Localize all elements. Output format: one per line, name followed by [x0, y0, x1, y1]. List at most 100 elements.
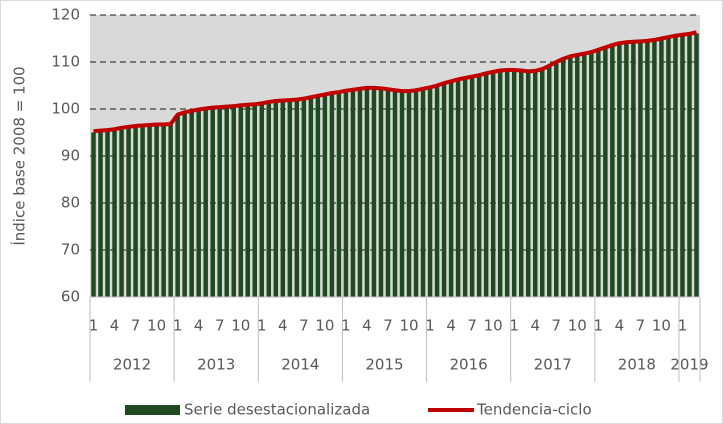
- x-tick-label: 1: [89, 317, 99, 335]
- bar: [203, 109, 208, 297]
- bar: [504, 70, 510, 298]
- bar: [441, 84, 447, 297]
- bar: [392, 91, 398, 297]
- bar: [575, 55, 580, 297]
- bar: [687, 34, 692, 298]
- bar: [91, 132, 96, 297]
- x-tick-label: 1: [594, 317, 604, 335]
- bar: [638, 42, 643, 298]
- bar: [308, 98, 314, 297]
- y-axis-label: Índice base 2008 = 100: [10, 66, 29, 245]
- year-label: 2012: [113, 356, 151, 374]
- x-tick-label: 10: [399, 317, 418, 335]
- x-tick-label: 1: [173, 317, 183, 335]
- bar: [596, 50, 601, 297]
- bar: [462, 78, 468, 297]
- bar: [420, 89, 426, 297]
- year-label: 2018: [618, 356, 656, 374]
- x-tick-label: 1: [257, 317, 267, 335]
- bar: [518, 71, 524, 298]
- bar: [357, 89, 363, 297]
- bar: [224, 107, 229, 297]
- x-tick-label: 1: [678, 317, 688, 335]
- bar: [343, 91, 349, 297]
- x-tick-label: 10: [568, 317, 587, 335]
- bar: [112, 129, 117, 297]
- bar: [490, 72, 496, 297]
- year-label: 2019: [670, 356, 708, 374]
- bar: [231, 107, 236, 298]
- bar: [336, 93, 342, 298]
- bar: [483, 74, 489, 297]
- bar: [448, 82, 454, 298]
- bar: [659, 39, 664, 297]
- year-label: 2016: [450, 356, 488, 374]
- bar: [455, 80, 461, 297]
- bar: [217, 108, 222, 297]
- bar: [413, 91, 419, 297]
- y-tick-label: 90: [61, 147, 80, 165]
- bar: [378, 89, 384, 297]
- bar: [119, 128, 124, 297]
- legend-label: Serie desestacionalizada: [184, 401, 370, 419]
- x-tick-label: 10: [231, 317, 250, 335]
- year-label: 2014: [281, 356, 319, 374]
- bar: [287, 101, 293, 297]
- bar: [252, 105, 258, 298]
- bar: [329, 93, 335, 298]
- bar: [105, 131, 110, 297]
- bar: [126, 127, 131, 297]
- bar: [673, 36, 678, 298]
- x-tick-label: 10: [652, 317, 671, 335]
- bar: [196, 110, 201, 297]
- bar: [189, 111, 194, 297]
- bar: [511, 70, 517, 298]
- x-tick-label: 10: [484, 317, 503, 335]
- bar: [175, 115, 180, 297]
- y-tick-label: 120: [51, 6, 80, 24]
- bar: [259, 104, 265, 297]
- bar: [603, 48, 608, 298]
- x-tick-label: 7: [383, 317, 393, 335]
- bar: [294, 100, 300, 297]
- bar: [582, 54, 587, 298]
- x-tick-label: 7: [467, 317, 477, 335]
- bar: [525, 72, 531, 297]
- x-tick-label: 10: [147, 317, 166, 335]
- bar: [497, 71, 503, 298]
- year-label: 2015: [365, 356, 403, 374]
- y-tick-label: 60: [61, 288, 80, 306]
- x-tick-label: 7: [551, 317, 561, 335]
- x-tick-label: 7: [636, 317, 646, 335]
- bar: [399, 92, 405, 297]
- bar: [280, 101, 286, 297]
- bar: [385, 90, 391, 297]
- y-tick-label: 100: [51, 100, 80, 118]
- bar: [182, 113, 187, 297]
- x-tick-label: 4: [530, 317, 540, 335]
- bar: [652, 40, 657, 297]
- x-tick-label: 10: [315, 317, 334, 335]
- year-label: 2013: [197, 356, 235, 374]
- bar: [554, 62, 559, 297]
- bar: [147, 125, 152, 297]
- bar: [364, 88, 370, 297]
- bar: [273, 101, 279, 297]
- bar: [561, 59, 566, 298]
- bar: [589, 53, 594, 297]
- bar: [98, 131, 103, 297]
- bar: [322, 95, 328, 298]
- x-tick-label: 7: [299, 317, 309, 335]
- bar: [161, 124, 166, 297]
- bar: [133, 126, 138, 297]
- trend-line: [93, 30, 697, 134]
- x-tick-label: 4: [446, 317, 456, 335]
- bar: [539, 69, 545, 298]
- bar: [371, 88, 377, 297]
- bar: [350, 90, 356, 297]
- bar: [315, 96, 321, 297]
- bar: [245, 105, 251, 298]
- bar: [266, 102, 272, 297]
- bar: [645, 41, 650, 297]
- bar: [631, 42, 636, 298]
